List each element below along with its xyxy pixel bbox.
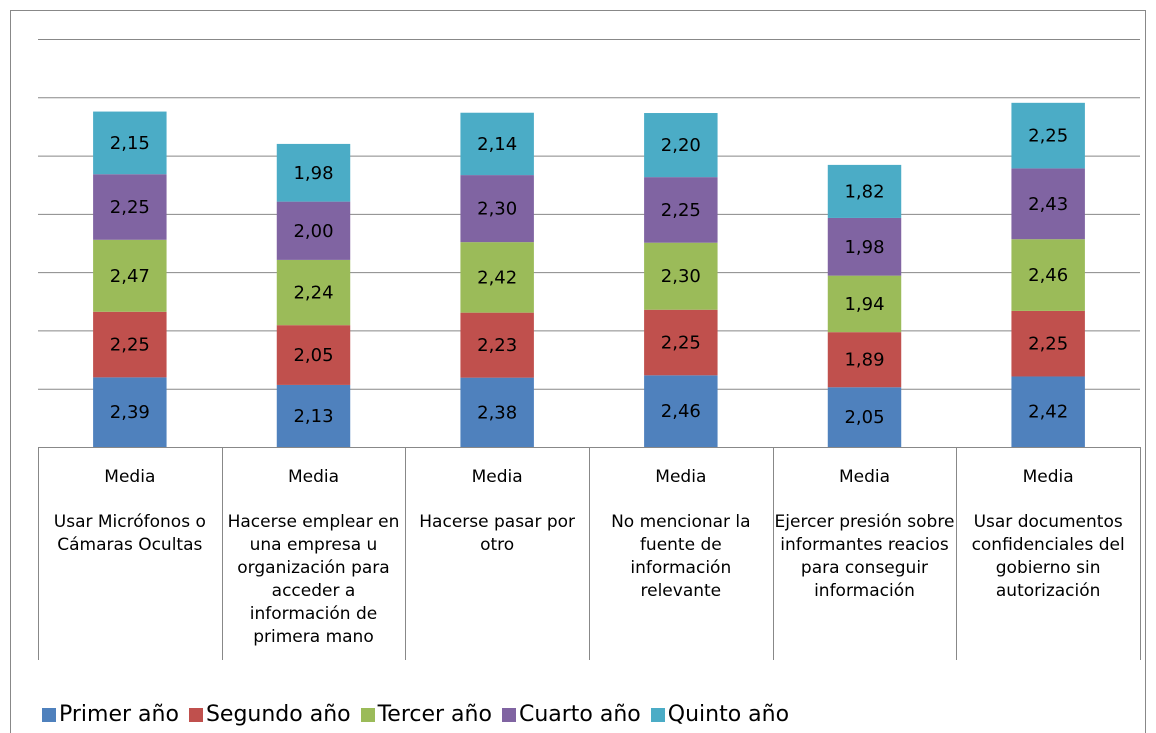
legend-item: Tercer año [360, 702, 492, 727]
bar-segment [644, 375, 718, 447]
category-label: Media [287, 467, 340, 487]
legend-item: Cuarto año [501, 702, 641, 727]
bar-segment [644, 242, 718, 310]
legend-swatch [42, 707, 56, 722]
category-cell: Media No mencionar la fuente de informaci… [590, 452, 772, 603]
bar-segment [93, 111, 167, 175]
category-label: Hacerse pasar por otro [419, 512, 576, 555]
bar-segment [644, 309, 718, 376]
legend-label: Primer año [59, 702, 179, 727]
bar-segment [827, 164, 902, 218]
category-cell: Media Hacerse pasar por otro [406, 452, 588, 557]
data-label: 2,39 [110, 402, 150, 423]
legend-swatch [501, 707, 516, 722]
data-label: 2,25 [661, 333, 701, 354]
bar-segment [460, 112, 534, 176]
category-label: Usar Micrófonos o Cámaras Ocultas [53, 512, 206, 555]
data-label: 2,05 [293, 345, 333, 366]
data-label: 2,43 [1028, 194, 1068, 215]
data-label: 2,00 [293, 221, 333, 242]
data-label: 1,89 [844, 350, 884, 371]
bar-segment [644, 113, 718, 178]
bar-segment [827, 217, 902, 276]
category-cell: Media Ejercer presión sobre informantes r… [774, 452, 956, 603]
data-label: 2,42 [477, 267, 517, 288]
bar-segment [827, 332, 902, 388]
data-label: 2,42 [1028, 402, 1068, 423]
legend-label: Tercer año [377, 702, 492, 727]
legend-item: Quinto año [650, 702, 790, 727]
data-label: 2,25 [1028, 126, 1068, 147]
bar-segment [276, 384, 351, 447]
data-label: 2,25 [661, 200, 701, 221]
data-label: 2,25 [1028, 334, 1068, 355]
legend-swatch [360, 707, 375, 722]
category-label: Media [655, 467, 707, 487]
data-label: 2,23 [477, 335, 517, 356]
legend-item: Primer año [42, 702, 179, 727]
bar-segment [276, 201, 351, 260]
category-cell: Media Usar documentos confidenciales del … [957, 452, 1139, 603]
bar-segment [460, 312, 534, 378]
bar-segment [460, 377, 534, 447]
data-label: 2,20 [661, 135, 701, 156]
data-label: 2,47 [110, 266, 150, 287]
category-label: Ejercer presión sobre informantes reacio… [774, 512, 955, 601]
chart-border [10, 10, 1146, 733]
bar-segment [276, 259, 351, 326]
bar-segment [93, 174, 167, 240]
category-label: Media [104, 467, 156, 487]
bar-segment [1011, 239, 1085, 311]
data-label: 2,46 [661, 401, 701, 422]
data-label: 2,25 [110, 335, 150, 356]
category-cell: Media Usar Micrófonos o Cámaras Ocultas [39, 452, 221, 557]
bar-segment [1011, 168, 1085, 240]
data-label: 2,38 [477, 402, 517, 423]
bar-segment [827, 275, 902, 333]
legend-swatch [188, 707, 203, 722]
legend-label: Segundo año [205, 702, 351, 727]
category-label: Media [471, 467, 523, 487]
bar-segment [276, 143, 351, 202]
data-label: 2,30 [477, 199, 517, 220]
category-label: Media [838, 467, 891, 487]
data-label: 2,30 [661, 266, 701, 287]
category-cell: Media Hacerse emplear en una empresa u or… [223, 452, 405, 649]
category-label: Media [1022, 467, 1074, 487]
category-label: Usar documentos confidenciales del gobie… [971, 512, 1125, 601]
category-label: No mencionar la fuente de información re… [611, 512, 751, 601]
data-label: 1,82 [844, 181, 884, 202]
bar-segment [276, 325, 351, 385]
bar-segment [460, 242, 534, 313]
bar-segment [93, 239, 167, 312]
data-label: 2,25 [110, 197, 150, 218]
bar-segment [1011, 102, 1085, 169]
data-label: 1,98 [844, 237, 884, 258]
data-label: 2,14 [477, 134, 517, 155]
bar-segment [644, 177, 718, 243]
bar-segment [1011, 310, 1085, 377]
data-label: 1,98 [293, 163, 333, 184]
data-label: 2,24 [293, 283, 333, 304]
bar-segment [93, 377, 167, 447]
data-label: 2,13 [293, 406, 333, 427]
legend-label: Cuarto año [518, 702, 641, 727]
data-label: 2,15 [110, 133, 150, 154]
bar-segment [93, 311, 167, 378]
bar-segment [460, 175, 534, 243]
legend-label: Quinto año [667, 702, 790, 727]
data-label: 1,94 [844, 294, 884, 315]
legend-item: Segundo año [188, 702, 351, 727]
bar-segment [827, 387, 902, 447]
bar-segment [1011, 376, 1085, 447]
category-label: Hacerse emplear en una empresa u organiz… [227, 512, 400, 647]
legend-swatch [650, 707, 665, 722]
data-label: 2,46 [1028, 265, 1068, 286]
legend: Primer año Segundo año Tercer año Cuarto añ… [42, 702, 789, 727]
data-label: 2,05 [844, 407, 884, 428]
